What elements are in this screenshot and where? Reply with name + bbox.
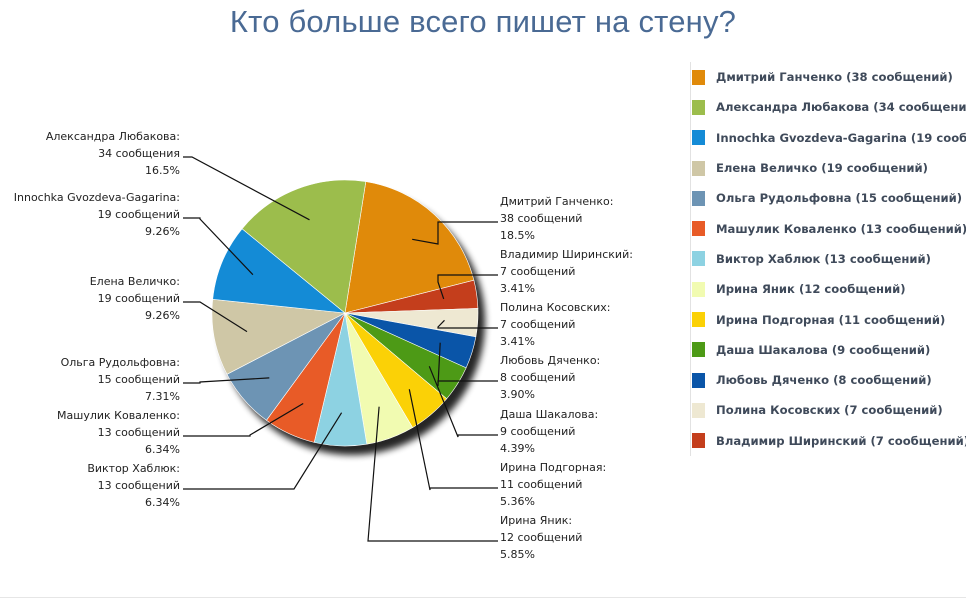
- pie-slice-елена-величко[interactable]: [211, 298, 347, 375]
- legend-swatch: [692, 130, 705, 146]
- legend-item-владимир-ширинский[interactable]: Владимир Ширинский (7 сообщений): [691, 426, 966, 456]
- slice-label-любовь-дяченко: Любовь Дяченко: 8 сообщений 3.90%: [500, 354, 600, 401]
- slice-label-виктор-хаблюк: Виктор Хаблюк: 13 сообщений 6.34%: [87, 462, 180, 509]
- slice-label-ирина-подгорная: Ирина Подгорная: 11 сообщений 5.36%: [500, 461, 606, 508]
- slice-label-машулик-коваленко: Машулик Коваленко: 13 сообщений 6.34%: [57, 409, 180, 456]
- legend-swatch: [692, 160, 705, 176]
- legend-swatch: [692, 402, 705, 418]
- legend-item-ирина-подгорная[interactable]: Ирина Подгорная (11 сообщений): [691, 304, 966, 334]
- legend-label: Ирина Яник (12 сообщений): [716, 282, 906, 297]
- slice-label-innochka-gvozdeva-gagarina: Innochka Gvozdeva-Gagarina: 19 сообщений 9…: [14, 191, 180, 238]
- legend-swatch: [692, 433, 705, 449]
- legend-label: Полина Косовских (7 сообщений): [716, 403, 943, 418]
- legend-label: Дмитрий Ганченко (38 сообщений): [716, 70, 953, 85]
- callout-line-дмитрий-ганченко: [412, 221, 498, 245]
- slice-label-ирина-яник: Ирина Яник: 12 сообщений 5.85%: [500, 514, 582, 561]
- legend-item-елена-величко[interactable]: Елена Величко (19 сообщений): [691, 153, 966, 183]
- legend-item-innochka-gvozdeva-gagarina[interactable]: Innochka Gvozdeva-Gagarina (19 сообщений…: [691, 123, 966, 153]
- callout-line-даша-шакалова: [428, 366, 498, 438]
- legend-item-ирина-яник[interactable]: Ирина Яник (12 сообщений): [691, 274, 966, 304]
- slice-label-елена-величко: Елена Величко: 19 сообщений 9.26%: [90, 275, 180, 322]
- legend-swatch: [692, 281, 705, 297]
- legend-swatch: [692, 221, 705, 237]
- legend-label: Елена Величко (19 сообщений): [716, 161, 928, 176]
- callout-line-ирина-яник: [367, 406, 498, 542]
- legend-item-александра-любакова[interactable]: Александра Любакова (34 сообщения): [691, 92, 966, 122]
- legend-swatch: [692, 190, 705, 206]
- callout-line-любовь-дяченко: [437, 342, 498, 387]
- legend-label: Ирина Подгорная (11 сообщений): [716, 312, 946, 327]
- legend-swatch: [692, 99, 705, 115]
- legend-item-дмитрий-ганченко[interactable]: Дмитрий Ганченко (38 сообщений): [691, 62, 966, 92]
- legend-item-полина-косовских[interactable]: Полина Косовских (7 сообщений): [691, 395, 966, 425]
- slice-label-даша-шакалова: Даша Шакалова: 9 сообщений 4.39%: [500, 408, 598, 455]
- slice-label-ольга-рудольфовна: Ольга Рудольфовна: 15 сообщений 7.31%: [61, 356, 180, 403]
- legend-swatch: [692, 342, 705, 358]
- legend-swatch: [692, 251, 705, 267]
- legend-label: Innochka Gvozdeva-Gagarina (19 сообщений…: [716, 130, 966, 145]
- bottom-divider: [0, 597, 966, 598]
- legend-label: Ольга Рудольфовна (15 сообщений): [716, 191, 963, 206]
- callout-line-ирина-подгорная: [408, 389, 498, 491]
- slice-label-владимир-ширинский: Владимир Ширинский: 7 сообщений 3.41%: [500, 248, 633, 295]
- slice-label-полина-косовских: Полина Косовских: 7 сообщений 3.41%: [500, 301, 610, 348]
- pie-slice-александра-любакова[interactable]: [241, 179, 367, 314]
- slice-label-александра-любакова: Александра Любакова: 34 сообщения 16.5%: [46, 130, 180, 177]
- slice-label-дмитрий-ганченко: Дмитрий Ганченко: 38 сообщений 18.5%: [500, 195, 613, 242]
- pie-slices: [211, 179, 479, 447]
- slice-callouts: Дмитрий Ганченко: 38 сообщений 18.5% Владим…: [14, 130, 633, 561]
- callout-line-ольга-рудольфовна: [183, 377, 270, 384]
- legend-item-машулик-коваленко[interactable]: Машулик Коваленко (13 сообщений): [691, 213, 966, 243]
- callout-line-innochka-gvozdeva-gagarina: [183, 217, 254, 276]
- legend-label: Александра Любакова (34 сообщения): [716, 100, 966, 115]
- legend-label: Даша Шакалова (9 сообщений): [716, 342, 931, 357]
- legend-label: Владимир Ширинский (7 сообщений): [716, 433, 966, 448]
- legend-item-ольга-рудольфовна[interactable]: Ольга Рудольфовна (15 сообщений): [691, 183, 966, 213]
- legend-swatch: [692, 69, 705, 85]
- callout-line-виктор-хаблюк: [183, 412, 343, 490]
- callout-line-полина-косовских: [437, 319, 498, 329]
- legend-item-виктор-хаблюк[interactable]: Виктор Хаблюк (13 сообщений): [691, 244, 966, 274]
- legend-item-даша-шакалова[interactable]: Даша Шакалова (9 сообщений): [691, 335, 966, 365]
- legend-label: Любовь Дяченко (8 сообщений): [716, 373, 932, 388]
- pie-slice-дмитрий-ганченко[interactable]: [344, 181, 475, 314]
- callout-line-елена-величко: [183, 301, 248, 333]
- legend-label: Машулик Коваленко (13 сообщений): [716, 221, 966, 236]
- callout-line-машулик-коваленко: [183, 402, 304, 437]
- callout-line-владимир-ширинский: [437, 274, 498, 300]
- chart-title: Кто больше всего пишет на стену?: [229, 4, 737, 39]
- pie-slice-innochka-gvozdeva-gagarina[interactable]: [212, 228, 346, 314]
- legend-swatch: [692, 312, 705, 328]
- legend-label: Виктор Хаблюк (13 сообщений): [716, 251, 931, 266]
- legend: Дмитрий Ганченко (38 сообщений) Александр…: [690, 62, 966, 456]
- callout-line-александра-любакова: [183, 156, 310, 221]
- legend-item-любовь-дяченко[interactable]: Любовь Дяченко (8 сообщений): [691, 365, 966, 395]
- legend-swatch: [692, 372, 705, 388]
